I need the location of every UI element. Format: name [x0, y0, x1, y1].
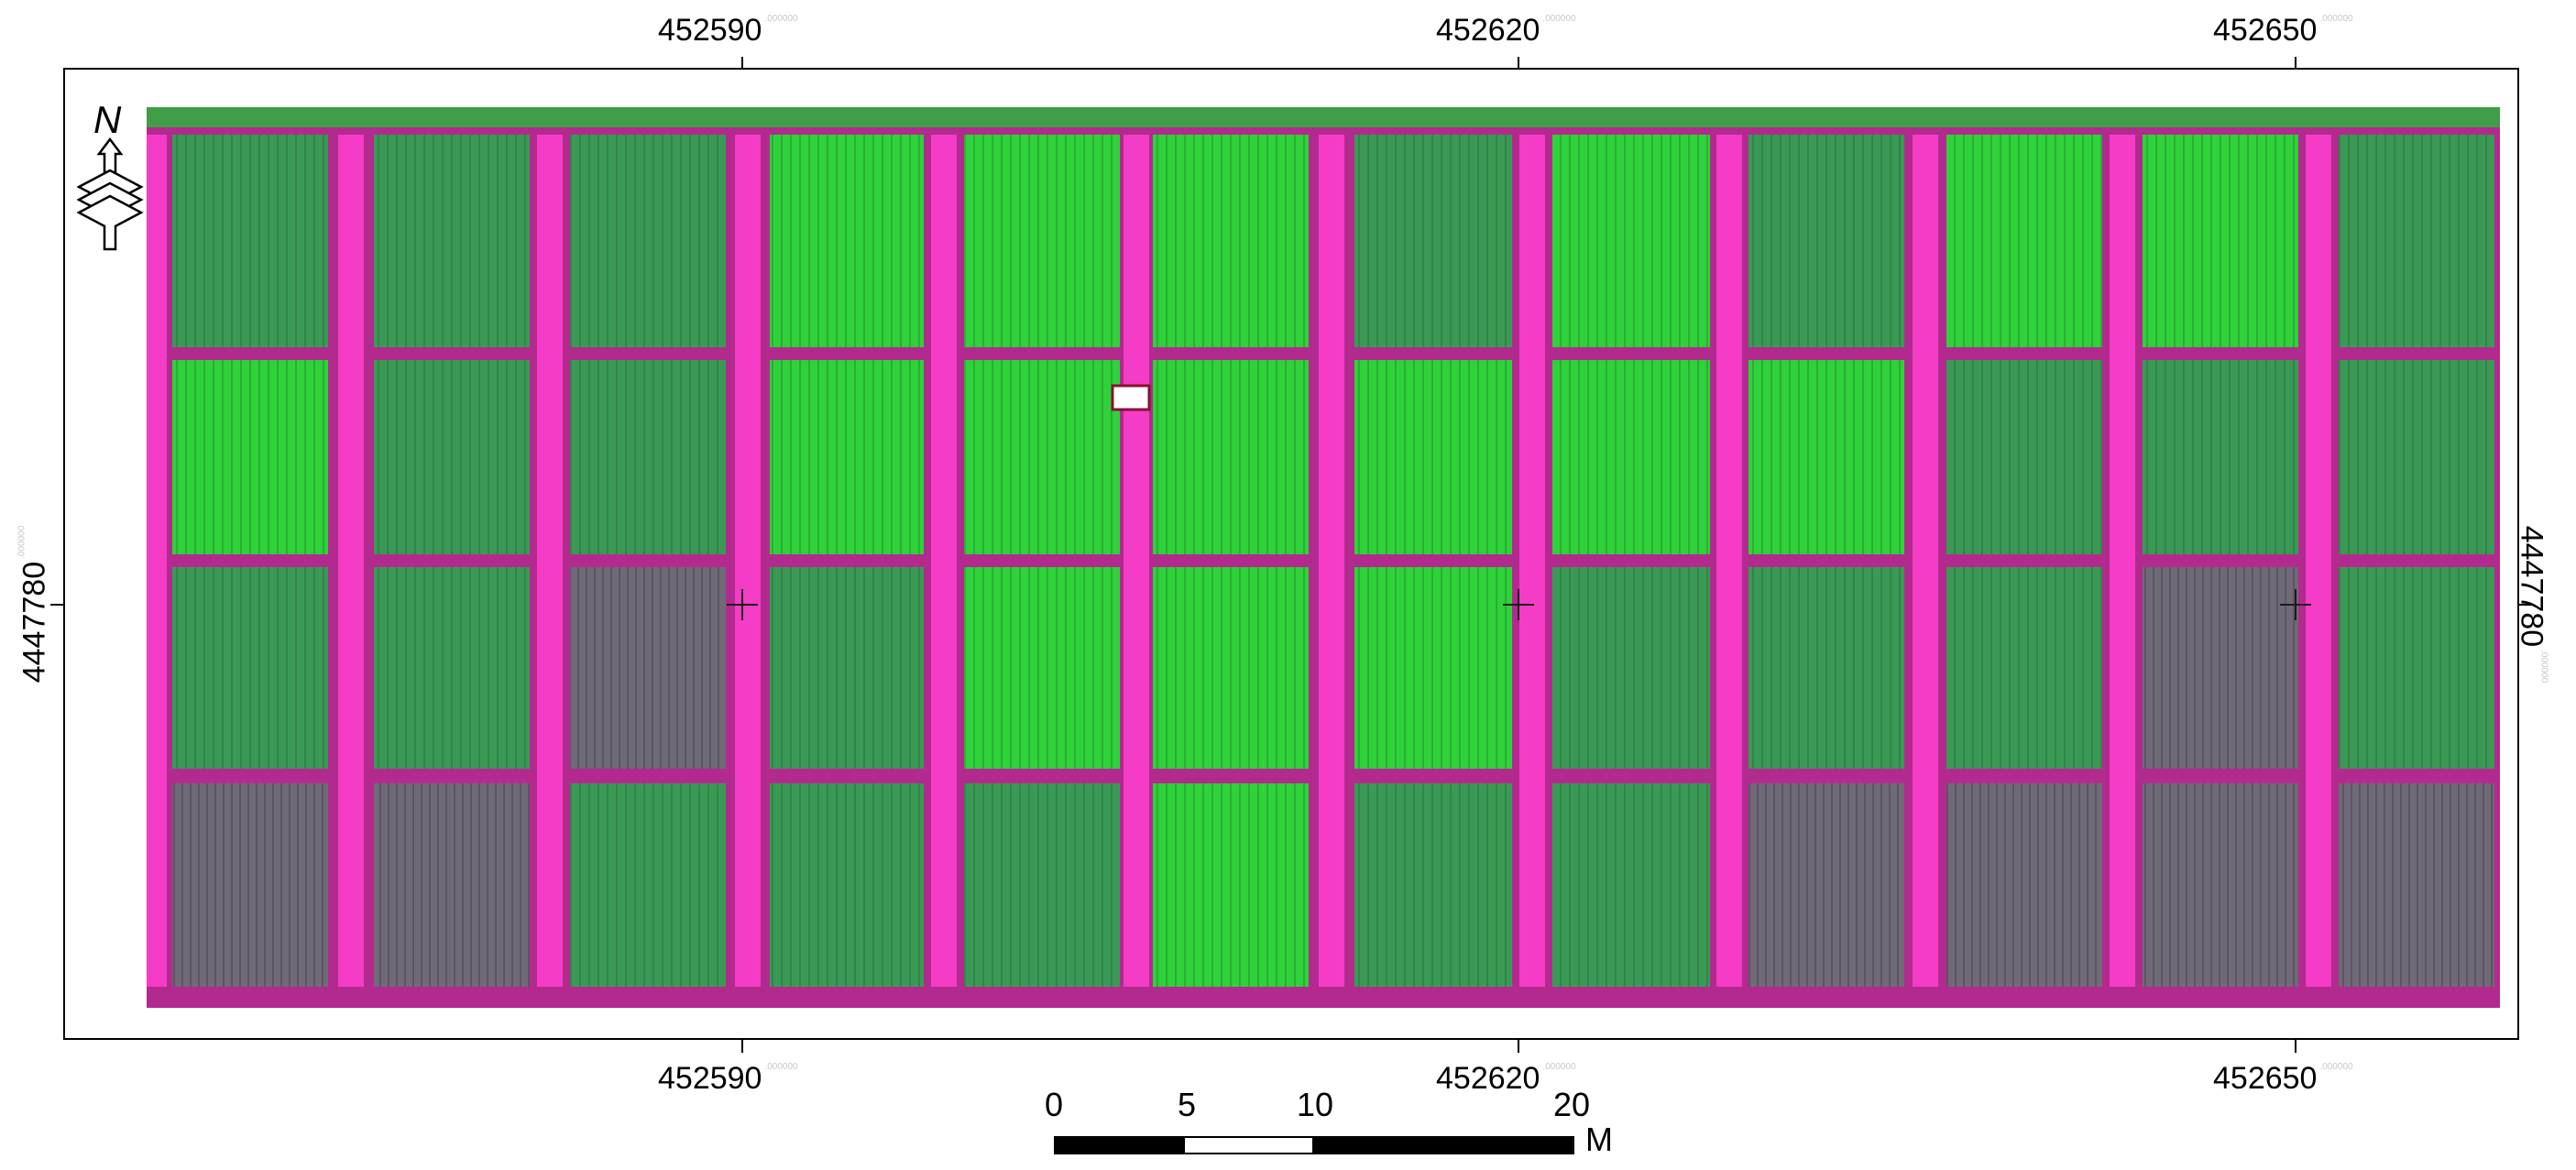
crop-row-texture	[1354, 783, 1512, 987]
field-road	[735, 135, 761, 987]
crop-row-texture	[2339, 783, 2494, 987]
crop-row-texture	[374, 360, 530, 554]
crop-row-texture	[172, 360, 328, 554]
field-road	[147, 135, 167, 987]
crop-row-texture	[2339, 135, 2494, 347]
top-coord-label: 452620.000000	[1436, 13, 1576, 48]
grid-crosshair	[1503, 589, 1534, 620]
target-marker	[1111, 384, 1151, 411]
north-arrow-icon: N	[77, 101, 150, 266]
crop-row-texture	[2339, 360, 2494, 554]
crop-row-texture	[1748, 567, 1904, 769]
grid-crosshair	[2280, 589, 2311, 620]
crop-row-texture	[2143, 783, 2298, 987]
crop-row-texture	[172, 567, 328, 769]
crop-row-texture	[374, 135, 530, 347]
field-road	[1319, 135, 1344, 987]
crop-row-texture	[770, 783, 924, 987]
crop-row-texture	[770, 360, 924, 554]
crop-row-texture	[1153, 135, 1309, 347]
crop-row-texture	[1748, 783, 1904, 987]
crop-row-texture	[964, 135, 1120, 347]
crop-row-texture	[1354, 567, 1512, 769]
crop-row-texture	[1153, 567, 1309, 769]
left-coord-label: 4447780.000000	[16, 525, 52, 683]
scale-label-10: 10	[1297, 1086, 1334, 1123]
top-tick	[741, 57, 743, 70]
top-tick	[2295, 57, 2296, 70]
scale-segment	[1054, 1136, 1185, 1154]
field-road	[537, 135, 563, 987]
scale-segment	[1183, 1136, 1314, 1154]
crop-row-texture	[1153, 783, 1309, 987]
crop-row-texture	[374, 783, 530, 987]
top-coord-label: 452650.000000	[2213, 13, 2353, 48]
crop-row-texture	[570, 567, 726, 769]
scale-bar: 0 5 10 20 M	[1045, 1086, 1613, 1156]
crop-row-texture	[1748, 135, 1904, 347]
north-letter: N	[93, 98, 122, 141]
crop-row-texture	[2339, 567, 2494, 769]
crop-row-texture	[2143, 135, 2298, 347]
top-coord-label: 452590.000000	[658, 13, 798, 48]
bottom-tick	[2295, 1040, 2296, 1053]
field-road	[1124, 135, 1149, 987]
crop-row-texture	[570, 360, 726, 554]
crop-row-texture	[2143, 567, 2298, 769]
scale-label-0: 0	[1045, 1086, 1064, 1123]
crop-row-texture	[1354, 135, 1512, 347]
crop-row-texture	[1946, 135, 2102, 347]
right-coord-label: 4447780.000000	[2514, 525, 2549, 683]
crop-row-texture	[1552, 360, 1710, 554]
crop-row-texture	[1552, 783, 1710, 987]
grid-crosshair	[727, 589, 758, 620]
field-road	[931, 135, 957, 987]
crop-row-texture	[570, 135, 726, 347]
field-plots-svg	[147, 107, 2500, 1008]
bottom-coord-label: 452620.000000	[1436, 1061, 1576, 1096]
field-road	[2306, 135, 2331, 987]
field-road	[1716, 135, 1742, 987]
crop-row-texture	[374, 567, 530, 769]
bottom-tick	[1518, 1040, 1519, 1053]
scale-label-20: 20	[1553, 1086, 1591, 1123]
crop-row-texture	[770, 567, 924, 769]
crop-row-texture	[770, 135, 924, 347]
crop-row-texture	[964, 783, 1120, 987]
crop-row-texture	[172, 783, 328, 987]
field-road	[1913, 135, 1938, 987]
aerial-imagery	[147, 107, 2500, 1008]
bottom-coord-label: 452650.000000	[2213, 1061, 2353, 1096]
crop-row-texture	[964, 567, 1120, 769]
scale-label-5: 5	[1178, 1086, 1197, 1123]
right-tick	[2519, 604, 2532, 606]
crop-row-texture	[1748, 360, 1904, 554]
left-tick	[50, 604, 63, 606]
crop-row-texture	[1552, 567, 1710, 769]
north-arrow-graphic	[77, 137, 144, 251]
field-road	[2110, 135, 2135, 987]
crop-row-texture	[964, 360, 1120, 554]
crop-row-texture	[1354, 360, 1512, 554]
bottom-coord-label: 452590.000000	[658, 1061, 798, 1096]
top-tick	[1518, 57, 1519, 70]
crop-row-texture	[1946, 360, 2102, 554]
field-road	[1519, 135, 1545, 987]
crop-row-texture	[172, 135, 328, 347]
field-road	[338, 135, 364, 987]
crop-row-texture	[1946, 783, 2102, 987]
crop-row-texture	[2143, 360, 2298, 554]
crop-row-texture	[570, 783, 726, 987]
crop-row-texture	[1153, 360, 1309, 554]
scale-unit: M	[1585, 1121, 1613, 1158]
crop-row-texture	[1946, 567, 2102, 769]
scale-segment	[1312, 1136, 1574, 1154]
crop-row-texture	[1552, 135, 1710, 347]
bottom-tick	[741, 1040, 743, 1053]
